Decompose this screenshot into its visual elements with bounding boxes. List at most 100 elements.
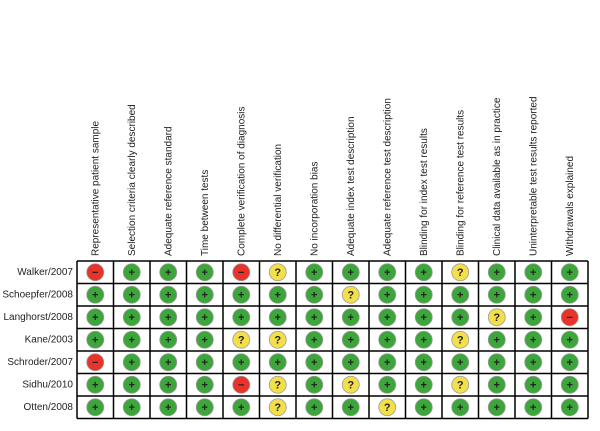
rating-symbol: + — [494, 289, 500, 301]
rating-symbol: ? — [238, 334, 245, 346]
rating-symbol: + — [457, 357, 463, 369]
rating-circle — [305, 285, 324, 304]
rating-symbol: + — [311, 379, 317, 391]
rating-symbol: + — [92, 379, 98, 391]
rating-symbol: − — [92, 357, 98, 369]
rating-symbol: ? — [457, 267, 464, 279]
rating-circle — [159, 308, 178, 327]
rating-circle — [451, 308, 470, 327]
rating-circle — [560, 375, 579, 394]
rating-symbol: + — [421, 267, 427, 279]
rating-symbol: + — [348, 357, 354, 369]
rating-circle — [341, 285, 360, 304]
rating-circle — [86, 330, 105, 349]
rating-circle — [341, 330, 360, 349]
rating-circle — [86, 263, 105, 282]
rating-circle — [195, 285, 214, 304]
column-header: Blinding for index test results — [419, 128, 430, 256]
rating-circle — [305, 263, 324, 282]
rating-symbol: + — [311, 312, 317, 324]
rating-circle — [560, 308, 579, 327]
rating-circle — [487, 285, 506, 304]
column-header: Representative patient sample — [90, 120, 101, 256]
rating-symbol: + — [92, 402, 98, 414]
rating-symbol: + — [92, 312, 98, 324]
column-header: Uninterpretable test results reported — [528, 96, 539, 256]
rating-symbol: + — [202, 379, 208, 391]
column-header: No incorporation bias — [309, 162, 320, 257]
row-label: Langhorst/2008 — [3, 312, 73, 323]
rating-symbol: + — [530, 402, 536, 414]
rating-circle — [560, 285, 579, 304]
column-header: Blinding for reference test results — [455, 110, 466, 256]
rating-symbol: + — [530, 357, 536, 369]
rating-symbol: + — [311, 289, 317, 301]
rating-symbol: + — [165, 379, 171, 391]
rating-symbol: + — [238, 357, 244, 369]
rating-circle — [451, 398, 470, 417]
rating-symbol: + — [494, 402, 500, 414]
rating-circle — [195, 375, 214, 394]
rating-circle — [414, 375, 433, 394]
rating-symbol: ? — [493, 312, 500, 324]
rating-symbol: + — [457, 312, 463, 324]
rating-symbol: + — [421, 289, 427, 301]
column-header: Withdrawals explained — [565, 156, 576, 256]
rating-circle — [232, 308, 251, 327]
rating-circle — [560, 330, 579, 349]
rating-circle — [414, 330, 433, 349]
rating-symbol: ? — [347, 289, 354, 301]
rating-circle — [414, 398, 433, 417]
rating-symbol: − — [92, 267, 98, 279]
rating-circle — [487, 263, 506, 282]
rating-symbol: + — [92, 334, 98, 346]
rating-circle — [268, 375, 287, 394]
rating-symbol: + — [129, 334, 135, 346]
rating-symbol: + — [567, 402, 573, 414]
rating-symbol: + — [202, 312, 208, 324]
rating-circle — [268, 353, 287, 372]
rating-circle — [341, 308, 360, 327]
rating-circle — [268, 308, 287, 327]
rating-symbol: + — [202, 289, 208, 301]
rating-symbol: + — [494, 357, 500, 369]
rating-symbol: + — [567, 334, 573, 346]
rating-symbol: + — [567, 357, 573, 369]
rating-circle — [341, 353, 360, 372]
rating-circle — [524, 375, 543, 394]
rating-circle — [378, 285, 397, 304]
column-header: Adequate reference standard — [163, 126, 174, 256]
rating-circle — [451, 330, 470, 349]
row-label: Walker/2007 — [17, 267, 73, 278]
rating-circle — [232, 375, 251, 394]
rating-circle — [159, 375, 178, 394]
rating-circle — [451, 285, 470, 304]
rating-circle — [414, 308, 433, 327]
rating-circle — [341, 263, 360, 282]
rating-circle — [86, 308, 105, 327]
rating-circle — [560, 398, 579, 417]
rating-circle — [451, 263, 470, 282]
rating-symbol: + — [311, 402, 317, 414]
rating-circle — [159, 263, 178, 282]
rating-symbol: + — [494, 379, 500, 391]
rating-circle — [414, 285, 433, 304]
rating-symbol: + — [165, 312, 171, 324]
row-label: Schoepfer/2008 — [2, 289, 73, 300]
rating-symbol: + — [530, 334, 536, 346]
rating-symbol: + — [165, 267, 171, 279]
rating-circle — [487, 308, 506, 327]
rating-symbol: + — [421, 357, 427, 369]
rating-symbol: + — [348, 334, 354, 346]
rating-circle — [305, 330, 324, 349]
rating-symbol: + — [384, 267, 390, 279]
column-header: Adequate index test description — [346, 116, 357, 256]
rating-symbol: + — [165, 357, 171, 369]
rating-symbol: + — [530, 267, 536, 279]
rating-symbol: + — [202, 402, 208, 414]
rating-symbol: + — [311, 267, 317, 279]
rating-symbol: + — [348, 267, 354, 279]
rating-symbol: + — [311, 357, 317, 369]
rating-symbol: + — [421, 402, 427, 414]
rating-circle — [378, 398, 397, 417]
